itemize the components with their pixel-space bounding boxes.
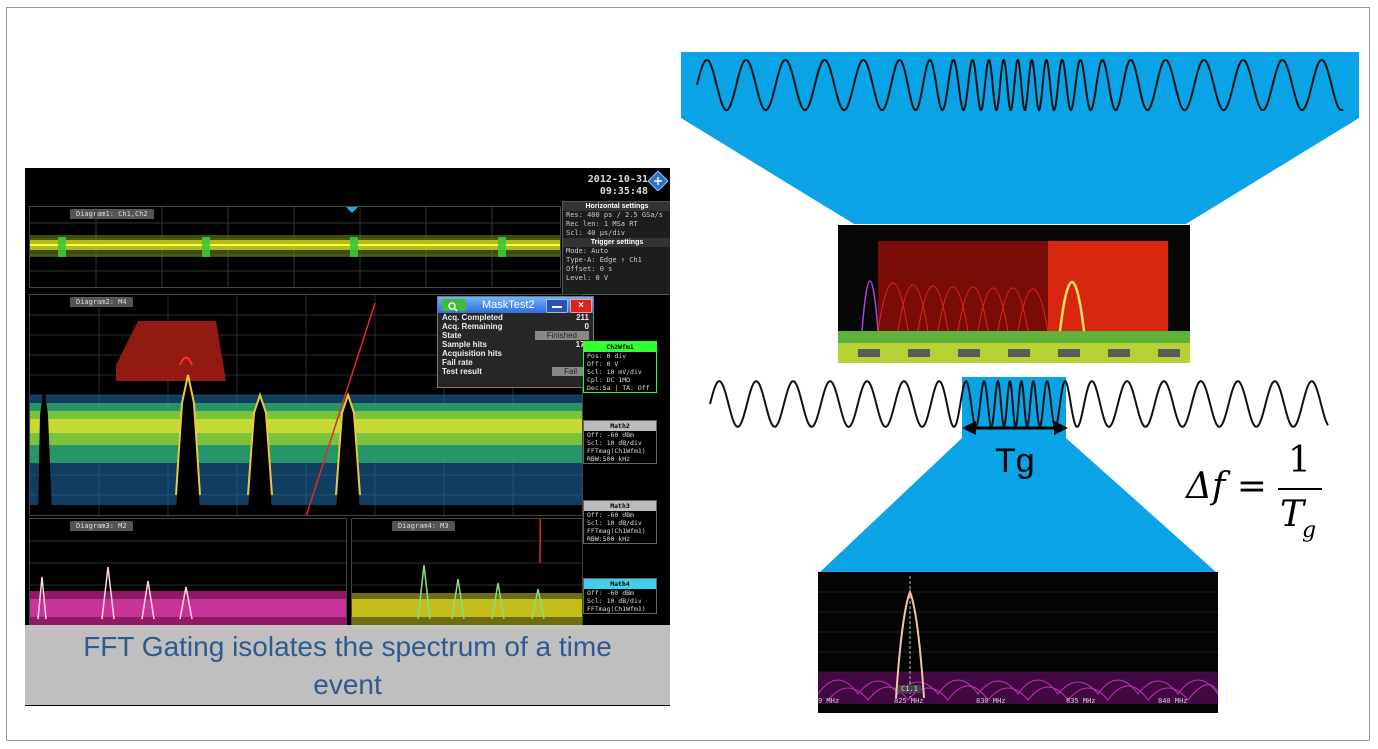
diagram1-tab[interactable]: Diagram1: Ch1,Ch2	[70, 209, 154, 219]
masktest-title: MaskTest2	[482, 299, 535, 311]
bottom-marker-label: C1.1	[898, 685, 921, 693]
horizontal-row: Scl: 40 µs/div	[566, 229, 626, 237]
caption-line2: event	[313, 669, 382, 700]
formula-lhs: Δf =	[1186, 466, 1267, 507]
formula-numerator: 1	[1288, 440, 1311, 481]
trigger-row: Offset: 0 s	[566, 265, 613, 273]
diagram3-panel[interactable]: Diagram3: M2	[29, 518, 347, 630]
diagram4-tab[interactable]: Diagram4: M3	[392, 521, 455, 531]
formula-subscript: g	[1302, 518, 1317, 543]
bottom-tick: 840 MHz	[1158, 697, 1188, 705]
ch2wfm1-box[interactable]: Ch2Wfm1 Pos: 0 div Off: 0 V Scl: 10 mV/d…	[583, 341, 657, 393]
brand-logo-icon	[647, 170, 669, 192]
bottom-spectrum-image: C1.1 9 MHz 825 MHz 830 MHz 835 MHz 840 M…	[818, 572, 1218, 713]
caption-line1: FFT Gating isolates the spectrum of a ti…	[83, 631, 612, 662]
top-funnel	[681, 118, 1359, 224]
trigger-row: Type-A: Edge ↑ Ch1	[566, 256, 642, 264]
math3-box[interactable]: Math3 Off: -60 dBm Scl: 10 dB/div FFTmag…	[583, 500, 657, 544]
settings-panel[interactable]: Horizontal settings Res: 400 ps / 2.5 GS…	[562, 201, 670, 295]
gate-width-arrow	[962, 421, 1068, 435]
diagram2-spectrum	[30, 295, 582, 515]
masktest-row: Sample hits170	[442, 340, 589, 349]
scope-date: 2012-10-31	[587, 174, 648, 185]
masktest-row: State Finished	[438, 331, 593, 340]
diagram1-panel[interactable]: Diagram1: Ch1,Ch2	[29, 206, 561, 288]
masktest-row: Acq. Completed 211	[442, 313, 589, 322]
diagram3-spectrum	[30, 540, 346, 629]
slide-caption: FFT Gating isolates the spectrum of a ti…	[25, 625, 670, 705]
diagram2-tab[interactable]: Diagram2: M4	[70, 297, 133, 307]
diagram2-panel[interactable]: Diagram2: M4	[29, 294, 583, 516]
horizontal-row: Rec len: 1 MSa RT	[566, 220, 638, 228]
gate-band-label-bg	[962, 437, 1066, 491]
scope-datetime: 2012-10-31 09:35:48	[588, 174, 648, 198]
trigger-row: Level: 0 V	[566, 274, 609, 282]
masktest-row: Test result Fail	[438, 367, 593, 376]
bottom-tick: 835 MHz	[1066, 697, 1096, 705]
diagram4-spectrum	[352, 519, 582, 629]
math4-box[interactable]: Math4 Off: -60 dBm Scl: 10 dB/div FFTmag…	[583, 578, 657, 614]
bottom-tick: 830 MHz	[976, 697, 1006, 705]
search-icon[interactable]	[442, 299, 466, 312]
bottom-tick: 825 MHz	[894, 697, 924, 705]
top-spectrum-image	[838, 225, 1190, 363]
masktest-window[interactable]: MaskTest2 × Acq. Completed 211 Acq. Remai…	[437, 296, 594, 388]
diagram1-waveform	[30, 207, 560, 287]
oscilloscope-screenshot: 2012-10-31 09:35:48 Diagram1: Ch1,Ch2 Ho…	[25, 168, 670, 706]
top-chirp-waveform	[696, 58, 1344, 112]
close-icon[interactable]: ×	[570, 299, 592, 313]
minimize-icon[interactable]	[546, 299, 568, 313]
diagram3-tab[interactable]: Diagram3: M2	[70, 521, 133, 531]
gate-label: Tg	[995, 442, 1035, 480]
masktest-row: Acquisition hits	[442, 349, 502, 358]
formula-fraction-bar	[1278, 488, 1322, 490]
horizontal-row: Res: 400 ps / 2.5 GSa/s	[566, 211, 663, 219]
horizontal-settings-header: Horizontal settings	[563, 202, 670, 211]
masktest-row: Fail rate▲	[438, 358, 593, 367]
math4-title: Math4	[584, 579, 656, 589]
diagram4-panel[interactable]: Diagram4: M3	[351, 518, 583, 630]
math2-title: Math2	[584, 421, 656, 431]
middle-chirp-waveform	[709, 379, 1329, 429]
math2-box[interactable]: Math2 Off: -60 dBm Scl: 10 dB/div FFTmag…	[583, 420, 657, 464]
resolution-formula: Δf = 1 T g	[1186, 440, 1346, 554]
scope-time: 09:35:48	[599, 186, 648, 197]
trigger-settings-header: Trigger settings	[563, 238, 670, 247]
math3-title: Math3	[584, 501, 656, 511]
bottom-funnel	[820, 438, 1216, 572]
formula-denominator: T	[1280, 494, 1305, 535]
bottom-tick: 9 MHz	[818, 697, 840, 705]
masktest-row: Acq. Remaining 0	[442, 322, 589, 331]
slide-frame	[6, 7, 1370, 741]
ch2wfm1-title: Ch2Wfm1	[584, 342, 656, 352]
trigger-row: Mode: Auto	[566, 247, 609, 255]
